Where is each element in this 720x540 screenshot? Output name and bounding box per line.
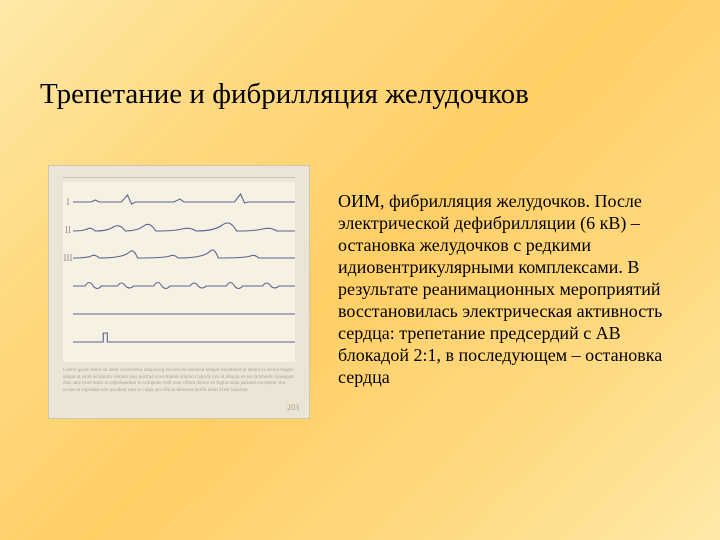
slide-title: Трепетание и фибрилляция желудочков	[40, 78, 680, 111]
ecg-lead-label: III	[63, 253, 73, 263]
ecg-trace	[73, 245, 295, 271]
figure-caption-block: Lorem ipsum dolor sit amet consectetur a…	[63, 368, 295, 408]
ecg-figure: IIIIII Lorem ipsum dolor sit amet consec…	[48, 165, 310, 419]
body-text: ОИМ, фибрилляция желудочков. После элект…	[338, 165, 680, 389]
ecg-trace-row: III	[63, 244, 295, 272]
ecg-lead-label: I	[63, 197, 73, 207]
ecg-trace	[73, 217, 295, 243]
ecg-lead-label: II	[63, 225, 73, 235]
ecg-trace	[73, 189, 295, 215]
ecg-trace-row: I	[63, 188, 295, 216]
figure-page-number: 203	[287, 403, 299, 412]
slide: Трепетание и фибрилляция желудочков IIII…	[0, 0, 720, 540]
ecg-trace-row: II	[63, 216, 295, 244]
ecg-trace	[73, 301, 295, 327]
ecg-trace	[73, 329, 295, 355]
ecg-trace-row	[63, 300, 295, 328]
ecg-trace-row	[63, 328, 295, 356]
content-row: IIIIII Lorem ipsum dolor sit amet consec…	[48, 165, 680, 419]
ecg-strip-area: IIIIII	[63, 182, 295, 362]
ecg-trace-row	[63, 272, 295, 300]
ecg-heading-rule	[63, 170, 295, 178]
ecg-trace	[73, 273, 295, 299]
